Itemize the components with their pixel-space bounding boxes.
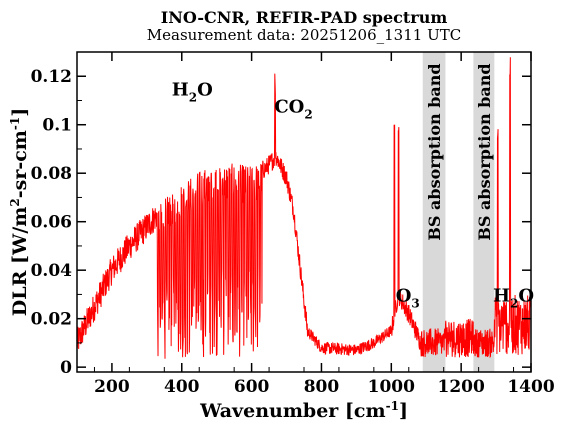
x-tick-label: 200: [94, 377, 130, 397]
shaded-band-1: [422, 52, 446, 372]
shaded-band-2: [473, 52, 495, 372]
y-tick-label: 0.1: [42, 116, 72, 136]
x-axis-ticks: 200 400 600 800 1000 1200 1400: [93, 52, 555, 397]
x-tick-label: 1200: [437, 377, 484, 397]
x-tick-label: 600: [234, 377, 270, 397]
x-tick-label: 800: [304, 377, 340, 397]
annotation-2: CO2: [274, 97, 312, 122]
y-axis-ticks: 0 0.02 0.04 0.06 0.08 0.1 0.12: [31, 67, 531, 378]
annotation-3: O3: [396, 286, 420, 311]
y-tick-label: 0.06: [31, 213, 72, 233]
y-tick-label: 0.08: [31, 164, 72, 184]
chart-subtitle: Measurement data: 20251206_1311 UTC: [147, 26, 461, 44]
spectrum-series: [77, 57, 531, 359]
x-axis-label: Wavenumber [cm-1]: [199, 399, 408, 422]
annotations: H2O CO2 O3 H2O: [172, 80, 534, 311]
y-tick-label: 0.12: [31, 67, 72, 87]
annotation-1: H2O: [172, 80, 213, 105]
y-tick-label: 0.02: [31, 310, 72, 330]
band-label-1: BS absorption band: [425, 63, 444, 240]
x-tick-label: 1400: [507, 377, 554, 397]
chart-title: INO-CNR, REFIR-PAD spectrum: [161, 8, 448, 27]
spectrum-line: [77, 57, 531, 359]
y-tick-label: 0: [60, 358, 72, 378]
x-tick-label: 1000: [368, 377, 415, 397]
band-label-2: BS absorption band: [475, 63, 494, 240]
y-axis-label: DLR [W/m2-sr-cm-1]: [8, 108, 31, 316]
shaded-bands: BS absorption band BS absorption band: [422, 52, 495, 372]
y-tick-label: 0.04: [31, 261, 73, 281]
x-tick-label: 400: [164, 377, 200, 397]
annotation-4: H2O: [493, 286, 534, 311]
